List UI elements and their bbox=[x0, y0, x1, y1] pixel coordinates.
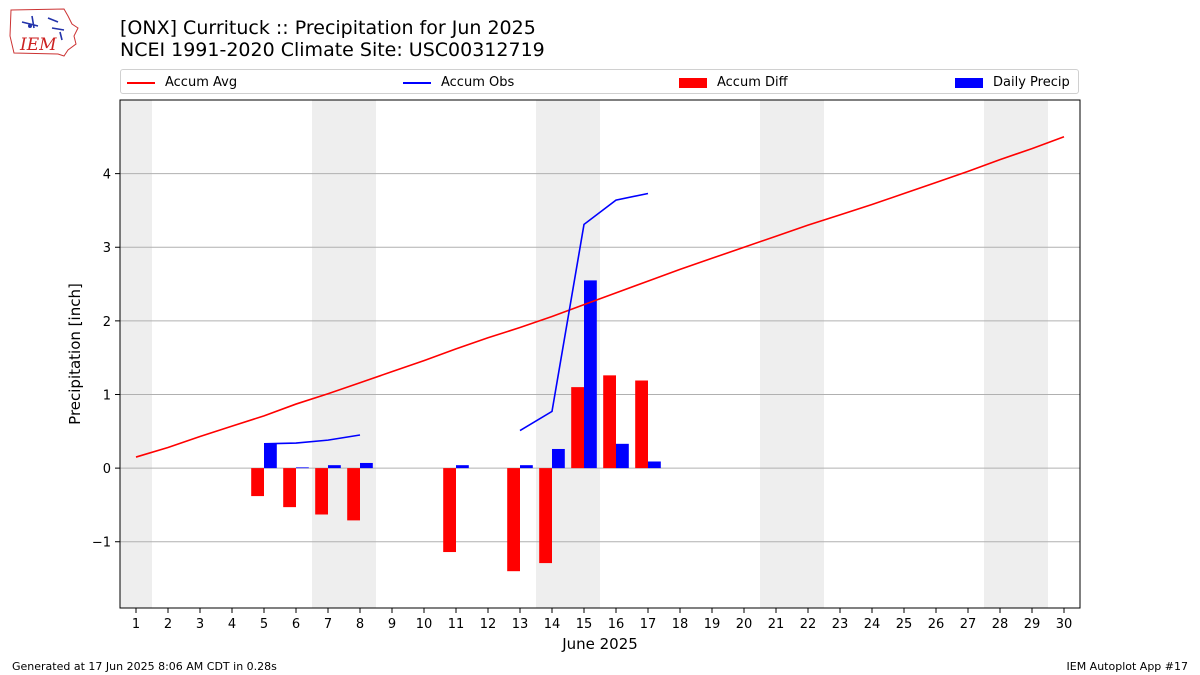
accum-obs-line bbox=[263, 434, 361, 445]
plot-frame bbox=[119, 99, 1081, 609]
x-tick-label: 28 bbox=[992, 617, 1009, 632]
x-tick-label: 24 bbox=[864, 617, 881, 632]
legend-item-accum-diff: Accum Diff bbox=[679, 70, 788, 95]
iem-logo-graphic: IEM bbox=[9, 8, 79, 57]
x-tick-label: 23 bbox=[832, 617, 849, 632]
x-tick-label: 17 bbox=[640, 617, 657, 632]
logo-text: IEM bbox=[19, 35, 57, 55]
daily-precip-bar bbox=[616, 443, 629, 469]
legend-swatch-accum-diff bbox=[679, 77, 707, 88]
accum-diff-bar bbox=[603, 375, 616, 469]
x-tick-label: 30 bbox=[1056, 617, 1073, 632]
x-tick-label: 6 bbox=[292, 617, 300, 632]
legend-item-accum-obs: Accum Obs bbox=[403, 70, 514, 95]
weekend-shade bbox=[760, 100, 824, 608]
accum-diff-bar bbox=[507, 468, 520, 572]
y-tick-label: 4 bbox=[103, 168, 111, 183]
x-tick-label: 5 bbox=[260, 617, 268, 632]
x-tick-label: 9 bbox=[388, 617, 396, 632]
chart-subtitle: NCEI 1991-2020 Climate Site: USC00312719 bbox=[120, 39, 545, 61]
daily-precip-bar bbox=[552, 448, 565, 469]
app-label: IEM Autoplot App #17 bbox=[1066, 660, 1189, 673]
x-tick-label: 19 bbox=[704, 617, 721, 632]
accum-diff-bar bbox=[571, 387, 584, 469]
legend-item-daily-precip: Daily Precip bbox=[955, 70, 1070, 95]
x-axis-label: June 2025 bbox=[561, 635, 638, 653]
x-tick-label: 25 bbox=[896, 617, 913, 632]
x-tick-label: 7 bbox=[324, 617, 332, 632]
x-tick-label: 3 bbox=[196, 617, 204, 632]
y-tick-label: −1 bbox=[92, 536, 111, 551]
legend-swatch-accum-avg bbox=[127, 81, 155, 84]
x-tick-label: 12 bbox=[480, 617, 497, 632]
y-tick-label: 3 bbox=[103, 241, 111, 256]
x-tick-label: 13 bbox=[512, 617, 529, 632]
accum-diff-bar bbox=[539, 468, 552, 564]
generated-timestamp: Generated at 17 Jun 2025 8:06 AM CDT in … bbox=[12, 660, 277, 673]
x-tick-label: 4 bbox=[228, 617, 236, 632]
daily-precip-bar bbox=[456, 465, 469, 469]
x-tick-label: 26 bbox=[928, 617, 945, 632]
accum-avg-line bbox=[135, 136, 1065, 458]
accum-diff-bar bbox=[635, 380, 648, 469]
daily-precip-bar bbox=[264, 443, 277, 469]
chart-title: [ONX] Currituck :: Precipitation for Jun… bbox=[120, 17, 536, 39]
legend-swatch-daily-precip bbox=[955, 77, 983, 88]
daily-precip-bar bbox=[328, 465, 341, 469]
x-tick-label: 22 bbox=[800, 617, 817, 632]
legend-label-accum-diff: Accum Diff bbox=[717, 75, 788, 90]
x-tick-label: 11 bbox=[448, 617, 465, 632]
weekend-shade bbox=[120, 100, 152, 608]
x-tick-label: 1 bbox=[132, 617, 140, 632]
accum-diff-bar bbox=[315, 468, 328, 515]
x-tick-label: 2 bbox=[164, 617, 172, 632]
x-tick-label: 21 bbox=[768, 617, 785, 632]
y-tick-label: 1 bbox=[103, 388, 111, 403]
legend-label-accum-avg: Accum Avg bbox=[165, 75, 238, 90]
x-tick-label: 10 bbox=[416, 617, 433, 632]
x-tick-label: 27 bbox=[960, 617, 977, 632]
accum-obs-line bbox=[519, 192, 649, 432]
y-axis-label: Precipitation [inch] bbox=[66, 283, 84, 425]
daily-precip-bar bbox=[584, 280, 597, 469]
weekend-shade bbox=[312, 100, 376, 608]
x-tick-label: 15 bbox=[576, 617, 593, 632]
accum-diff-bar bbox=[347, 468, 360, 521]
accum-diff-bar bbox=[283, 468, 296, 508]
weekend-shade bbox=[984, 100, 1048, 608]
x-tick-label: 20 bbox=[736, 617, 753, 632]
x-tick-label: 29 bbox=[1024, 617, 1041, 632]
accum-diff-bar bbox=[443, 468, 456, 553]
legend-swatch-accum-obs bbox=[403, 81, 431, 84]
daily-precip-bar bbox=[520, 465, 533, 469]
x-tick-label: 18 bbox=[672, 617, 689, 632]
accum-diff-bar bbox=[251, 468, 264, 497]
y-tick-label: 0 bbox=[103, 462, 111, 477]
legend: Accum Avg Accum Obs Accum Diff Daily Pre… bbox=[120, 69, 1079, 94]
daily-precip-bar bbox=[648, 461, 661, 469]
daily-precip-bar bbox=[360, 462, 373, 469]
y-tick-label: 2 bbox=[103, 315, 111, 330]
legend-label-accum-obs: Accum Obs bbox=[441, 75, 515, 90]
legend-item-accum-avg: Accum Avg bbox=[127, 70, 237, 95]
x-tick-label: 14 bbox=[544, 617, 561, 632]
x-tick-label: 16 bbox=[608, 617, 625, 632]
iem-logo: IEM bbox=[8, 6, 80, 58]
x-tick-label: 8 bbox=[356, 617, 364, 632]
daily-precip-bar bbox=[296, 467, 309, 469]
legend-label-daily-precip: Daily Precip bbox=[993, 75, 1070, 90]
